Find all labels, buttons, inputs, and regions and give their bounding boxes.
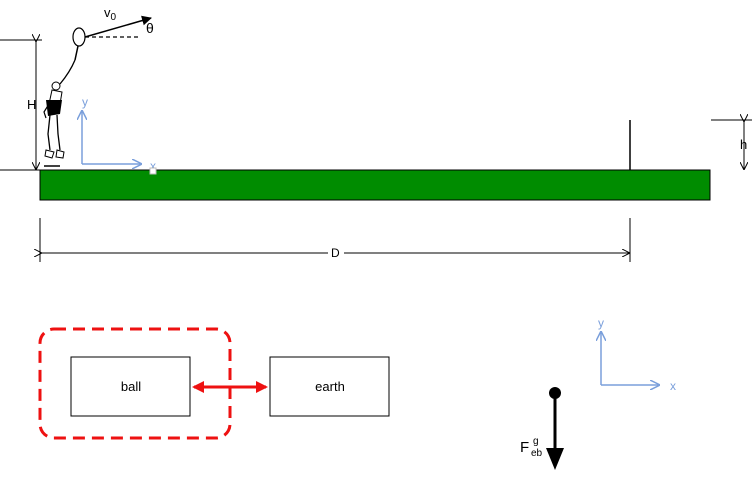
ball <box>149 167 157 175</box>
racket-handle <box>74 45 79 61</box>
velocity-arrow <box>84 15 152 38</box>
fbd-y-label: y <box>598 316 604 330</box>
free-body-axes: y x <box>598 316 676 393</box>
scene-axes: y x <box>82 95 156 173</box>
racket-head <box>72 27 86 47</box>
net-height-label: h <box>740 137 747 152</box>
distance-label-bg <box>328 245 344 259</box>
gravity-force-superscript: g <box>533 436 539 447</box>
gravity-force-arrowhead <box>546 448 564 470</box>
distance-label: D <box>331 246 340 260</box>
court <box>39 169 711 201</box>
box-ball-label: ball <box>121 379 141 394</box>
gravity-force-subscript: eb <box>531 448 543 459</box>
tennis-player <box>43 27 86 167</box>
system-boundary <box>38 327 232 440</box>
height-label: H <box>27 97 36 112</box>
fbd-x-label: x <box>670 379 676 393</box>
velocity-label: v0 <box>104 5 117 23</box>
scene-y-label: y <box>82 95 88 109</box>
box-ball <box>70 356 191 417</box>
angle-label: θ <box>146 20 154 36</box>
gravity-force-label: F <box>520 439 529 456</box>
box-earth <box>269 356 390 417</box>
box-earth-label: earth <box>315 379 345 394</box>
scene-x-label: x <box>150 159 156 173</box>
